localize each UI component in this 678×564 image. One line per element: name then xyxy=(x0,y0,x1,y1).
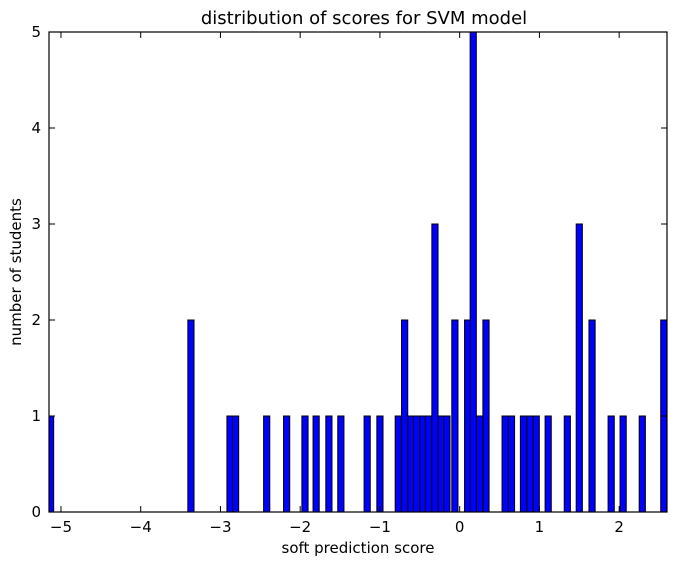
histogram-bar xyxy=(443,415,451,513)
y-tick-label: 1 xyxy=(31,407,41,425)
y-tick-label: 4 xyxy=(31,119,41,137)
histogram-bar xyxy=(394,415,402,513)
x-tick-label: −5 xyxy=(50,518,72,536)
histogram-bar xyxy=(507,415,516,513)
histogram-bar xyxy=(48,415,55,513)
y-tick-label: 2 xyxy=(31,311,41,329)
histogram-bar xyxy=(532,415,540,513)
histogram-bar xyxy=(401,319,409,513)
histogram-bar xyxy=(325,415,333,513)
histogram-bar xyxy=(519,415,528,513)
histogram-bar xyxy=(363,415,371,513)
histogram-bar xyxy=(607,415,615,513)
histogram-bar xyxy=(482,319,490,513)
x-axis-label: soft prediction score xyxy=(282,539,435,557)
x-tick-label: 0 xyxy=(455,518,465,536)
histogram-bar xyxy=(638,415,646,513)
histogram-bar xyxy=(619,415,627,513)
histogram-bar xyxy=(424,415,433,513)
histogram-bar xyxy=(526,415,534,513)
x-tick-label: 1 xyxy=(535,518,545,536)
histogram-bar xyxy=(469,31,477,513)
histogram-bar xyxy=(376,415,384,513)
histogram-bar xyxy=(451,319,459,513)
x-tick-label: 2 xyxy=(614,518,624,536)
histogram-bar xyxy=(476,415,484,513)
bars-group xyxy=(48,31,668,513)
x-tick-label: −2 xyxy=(289,518,311,536)
histogram-bar xyxy=(312,415,320,513)
histogram-bar xyxy=(413,415,421,513)
histogram-bar xyxy=(232,415,240,513)
histogram-bar xyxy=(501,415,509,513)
y-axis-label: number of students xyxy=(7,198,25,346)
histogram-bar xyxy=(337,415,345,513)
histogram-bar xyxy=(588,319,596,513)
y-tick-label: 3 xyxy=(31,215,41,233)
histogram-bar xyxy=(544,415,552,513)
plot-frame xyxy=(48,31,668,513)
histogram-bar xyxy=(575,223,583,513)
histogram-bar xyxy=(563,415,571,513)
histogram-bar xyxy=(187,319,195,513)
chart-title: distribution of scores for SVM model xyxy=(201,8,527,29)
y-tick-label: 0 xyxy=(31,503,41,521)
x-tick-label: −3 xyxy=(209,518,231,536)
histogram-bar xyxy=(431,223,439,513)
y-tick-label: 5 xyxy=(31,23,41,41)
x-tick-label: −4 xyxy=(130,518,152,536)
ticks-group: −5 −4 −3 −2 −1 0 1 2 0 1 2 3 4 5 xyxy=(31,23,667,536)
x-tick-label: −1 xyxy=(369,518,391,536)
histogram-bar xyxy=(283,415,291,513)
histogram-bar xyxy=(263,415,271,513)
histogram-bar xyxy=(301,415,309,513)
